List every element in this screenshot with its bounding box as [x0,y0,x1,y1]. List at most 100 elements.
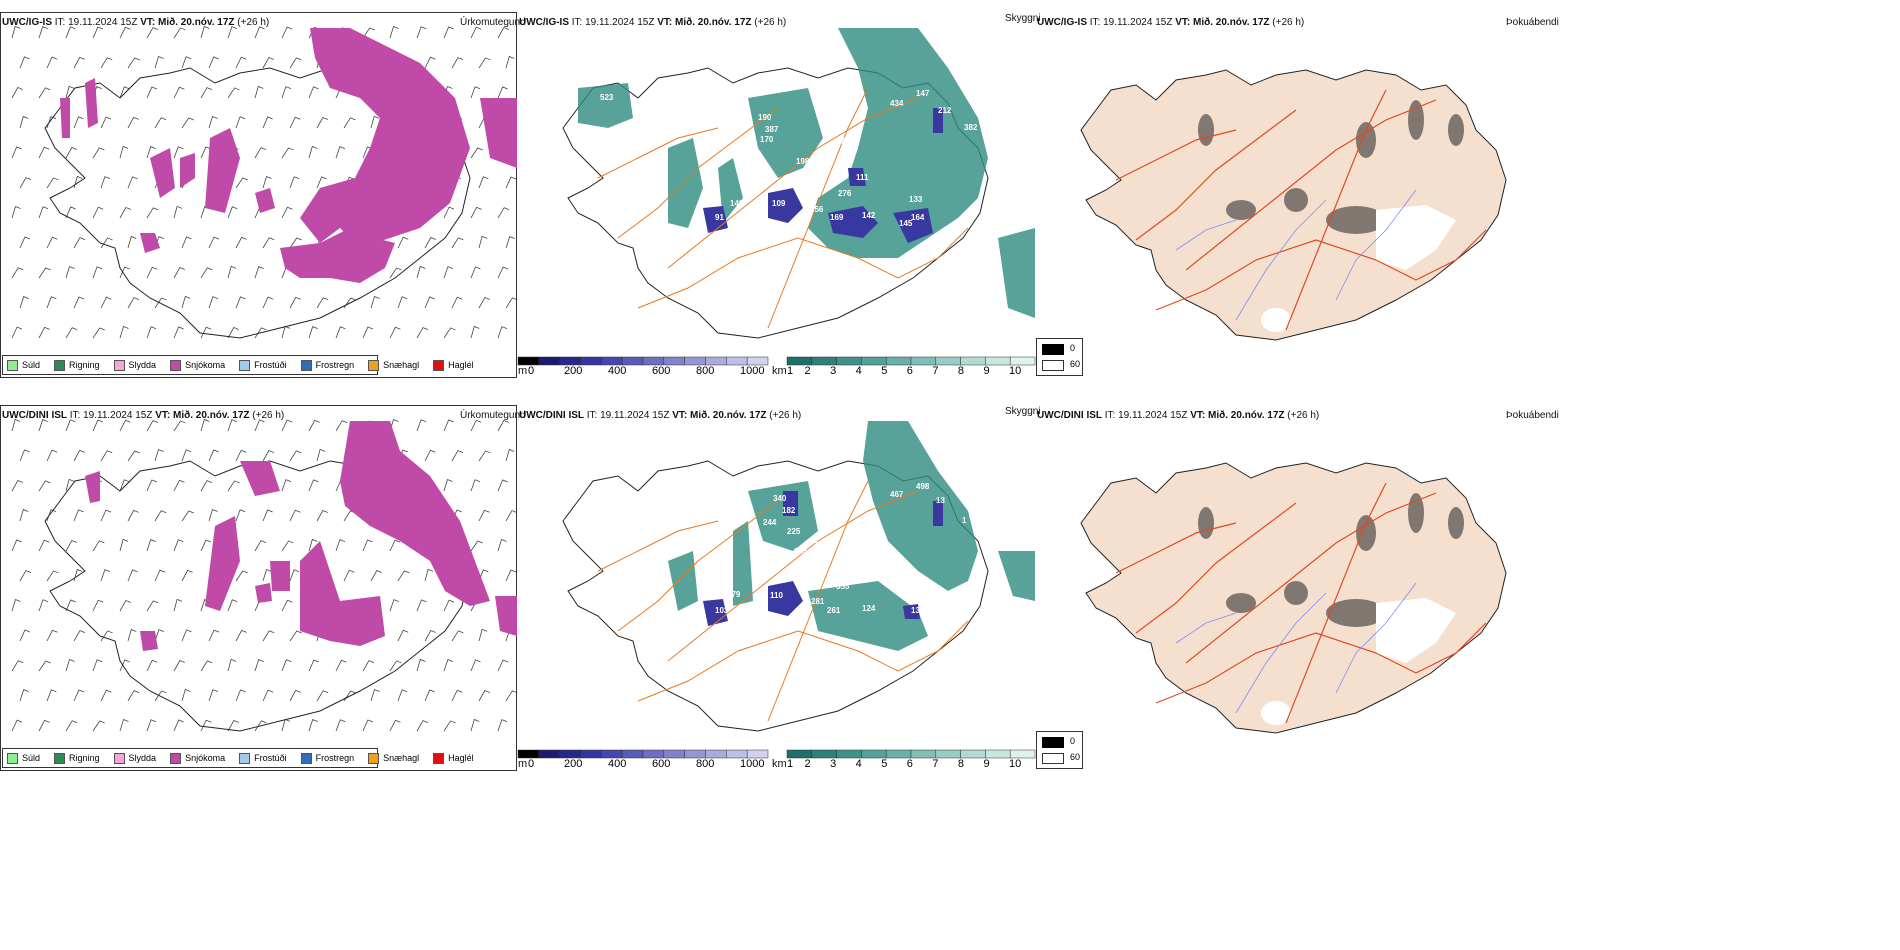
wind-barb [100,237,113,249]
wind-barb [100,509,112,522]
wind-barb [200,326,212,339]
wind-barb [227,658,237,672]
scale-cell [935,356,961,366]
wind-barb [424,630,436,642]
scale-cell [517,749,540,759]
scale-tick: 8 [957,365,964,377]
wind-barb [127,57,140,69]
scale-cell [746,356,769,366]
scale-cell [935,749,961,759]
wind-barb [335,539,346,552]
wind-barb [424,296,435,309]
vis-label: 109 [772,199,786,208]
vis-ticks-top: 1 2 3 4 5 6 7 8 9 10 [787,365,1035,379]
legend-label: Rigning [69,360,100,370]
vis-label: 340 [773,494,787,503]
scale-tick: 400 [608,365,627,377]
wind-barb [497,266,509,279]
scale-tick: 4 [855,758,862,770]
legend-swatch [433,752,445,764]
wind-barb [208,629,220,642]
wind-barb [281,206,293,219]
legend-label: Snjókoma [185,753,226,763]
wind-barb [200,418,210,432]
wind-barb [235,509,246,522]
wind-barb [200,87,213,99]
wind-barb [200,539,212,552]
wind-barb [100,450,113,462]
wind-barb [46,570,59,582]
header-fog-bottom: UWC/DINI ISL IT: 19.11.2024 15Z VT: Mið.… [1037,410,1320,421]
fog-rivers [1175,582,1417,714]
header-precip-top: UWC/IG-IS IT: 19.11.2024 15Z VT: Mið. 20… [2,17,270,28]
legend-label: Slydda [128,360,157,370]
scale-cell [705,749,727,759]
road-network [597,87,969,329]
wind-barb [470,266,481,279]
wind-barb [38,660,51,672]
wind-barb [424,689,435,702]
wind-barb [173,86,185,99]
wind-barb [154,117,167,129]
scale-tick: 0 [528,758,535,770]
scale-cell [642,749,665,759]
wind-barb [173,660,185,672]
wind-barb [200,660,213,672]
vis-label: 467 [890,490,904,499]
wind-barb [308,659,320,672]
height-ticks-bottom: 0 200 400 600 800 1000 [528,758,768,772]
legend-item: Rigning [54,359,100,371]
wind-barb [46,116,57,129]
wind-barb [335,420,348,432]
legend-label: Súld [22,753,41,763]
scale-cell [885,749,912,759]
legend-swatch [433,359,445,371]
vis-label: 124 [862,604,876,613]
wind-barb [208,689,219,702]
wind-barb [281,325,291,339]
wind-barb [497,659,509,672]
scale-cell [836,749,862,759]
wind-barb [119,538,129,552]
header-vis-top: UWC/IG-IS IT: 19.11.2024 15Z VT: Mið. 20… [519,17,787,28]
vis-scale-top [786,356,1036,366]
vis-label: 142 [862,211,876,220]
wind-barb [73,630,86,642]
wind-barb [416,720,429,732]
vis-label: 169 [830,213,844,222]
wind-barb [443,720,456,732]
wind-barb [119,659,130,672]
wind-barb [451,57,464,69]
wind-barb [362,326,374,339]
wind-barb [208,115,218,129]
header-precip-bottom: UWC/DINI ISL IT: 19.11.2024 15Z VT: Mið.… [2,410,285,421]
wind-barb [335,659,347,672]
precip-legend-bottom: Súld Rigning Slydda Snjókoma Frostúði Frostre… [2,748,474,768]
wind-barb [478,297,490,309]
scale-tick: 1 [787,365,794,377]
wind-barb [92,327,105,339]
scale-cell [910,356,937,366]
fog-rivers [1175,189,1417,321]
scale-cell [861,749,887,759]
wind-barb [100,57,113,69]
scale-tick: 8 [957,758,964,770]
legend-item: Haglél [433,359,474,371]
wind-barb [505,236,515,249]
vis-label: 145 [899,219,913,228]
fog-map-top [1080,69,1507,341]
wind-barb [370,115,380,129]
scale-cell [811,749,837,759]
wind-barb [389,539,401,552]
wind-barb [478,176,489,189]
wind-barb [154,297,167,309]
wind-barb [289,176,300,189]
wind-barb [38,267,51,279]
wind-barb [281,479,292,492]
wind-barb [289,57,302,69]
wind-barb [65,327,78,339]
wind-barb [281,86,292,99]
wind-barb [146,326,157,339]
wind-barb [19,629,31,642]
wind-barb [470,419,482,432]
